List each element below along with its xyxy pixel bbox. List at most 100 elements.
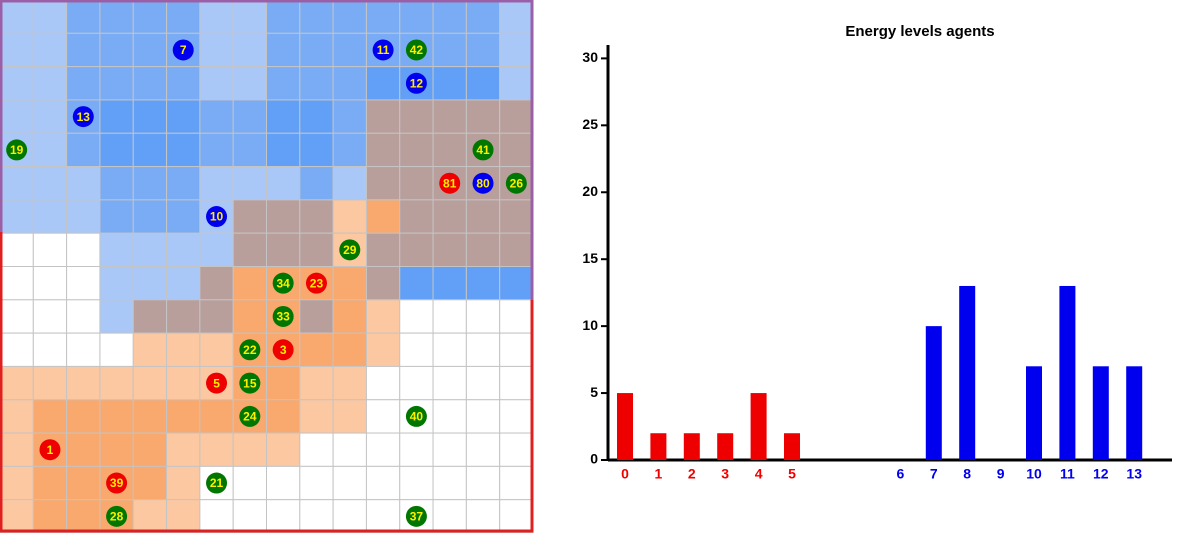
cell — [266, 99, 301, 134]
cell — [32, 499, 68, 534]
agent-label: 81 — [443, 176, 457, 190]
cell — [465, 266, 501, 301]
cell — [199, 166, 234, 201]
agent-label: 28 — [110, 510, 124, 524]
cell — [232, 0, 267, 34]
cell — [166, 432, 201, 467]
cell — [232, 299, 267, 334]
cell — [0, 465, 34, 501]
cell — [266, 132, 301, 168]
cell — [365, 299, 401, 334]
cell — [299, 365, 334, 401]
cell — [166, 66, 201, 101]
agent-label: 37 — [410, 510, 424, 524]
cell — [0, 432, 34, 467]
cell — [32, 365, 68, 401]
cell — [399, 232, 434, 267]
agent-label: 5 — [213, 376, 220, 390]
agent-label: 15 — [243, 376, 257, 390]
cell — [432, 299, 467, 334]
cell — [32, 232, 68, 267]
cell — [132, 365, 168, 401]
y-tick-label: 10 — [582, 317, 598, 333]
cell — [365, 432, 401, 467]
cell — [32, 465, 68, 501]
cell — [166, 465, 201, 501]
cell — [166, 232, 201, 267]
cell — [66, 266, 101, 301]
x-tick-label: 11 — [1060, 466, 1075, 482]
cell — [66, 399, 101, 434]
cell — [199, 299, 234, 334]
cell — [499, 365, 534, 401]
cell — [99, 432, 134, 467]
cell — [199, 266, 234, 301]
bar — [959, 285, 976, 460]
cell — [166, 199, 201, 234]
cell — [99, 32, 134, 68]
agent — [39, 439, 61, 461]
agent-label: 41 — [476, 143, 490, 157]
cell — [399, 365, 434, 401]
cell — [499, 199, 534, 234]
agent-label: 24 — [243, 410, 257, 424]
cell — [99, 232, 134, 267]
cell — [266, 432, 301, 467]
cell — [166, 499, 201, 534]
cell — [299, 0, 334, 34]
cell — [232, 499, 267, 534]
agent-label: 39 — [110, 476, 124, 490]
cell — [132, 199, 168, 234]
agent — [339, 239, 361, 261]
agent — [272, 305, 294, 327]
cell — [66, 166, 101, 201]
cell — [332, 199, 367, 234]
cell — [0, 266, 34, 301]
bar — [1026, 366, 1042, 460]
y-tick-label: 5 — [590, 384, 598, 400]
agent — [206, 372, 228, 394]
cell — [99, 0, 134, 34]
x-tick-label: 3 — [721, 466, 729, 482]
agent-label: 40 — [410, 410, 424, 424]
cell — [232, 32, 267, 68]
agent — [72, 106, 94, 128]
cell — [465, 66, 501, 101]
cell — [299, 465, 334, 501]
bar — [650, 433, 667, 460]
bar — [683, 433, 700, 460]
cell — [499, 0, 534, 34]
cell — [399, 99, 434, 134]
chart-title: Energy levels agents — [845, 23, 994, 40]
x-tick-label: 0 — [621, 466, 629, 482]
cell — [199, 432, 234, 467]
cell — [132, 166, 168, 201]
border-top — [0, 0, 534, 300]
agent — [405, 72, 427, 94]
agent — [6, 139, 28, 161]
cell — [99, 365, 134, 401]
agent-label: 7 — [180, 43, 187, 57]
cell — [166, 99, 201, 134]
cell — [266, 66, 301, 101]
x-tick-label: 6 — [897, 466, 905, 482]
cell — [166, 166, 201, 201]
cell — [465, 32, 501, 68]
cell — [465, 232, 501, 267]
cell — [232, 166, 267, 201]
bar — [717, 433, 734, 460]
agent — [305, 272, 327, 294]
cell — [332, 399, 367, 434]
cell — [365, 499, 401, 534]
cell — [66, 499, 101, 534]
cell — [32, 132, 68, 168]
agent-label: 42 — [410, 43, 424, 57]
agent — [405, 505, 427, 527]
cell — [499, 499, 534, 534]
agent-label: 3 — [280, 343, 287, 357]
cell — [499, 399, 534, 434]
cell — [332, 499, 367, 534]
cell — [0, 299, 34, 334]
cell — [365, 99, 401, 134]
cell — [199, 399, 234, 434]
